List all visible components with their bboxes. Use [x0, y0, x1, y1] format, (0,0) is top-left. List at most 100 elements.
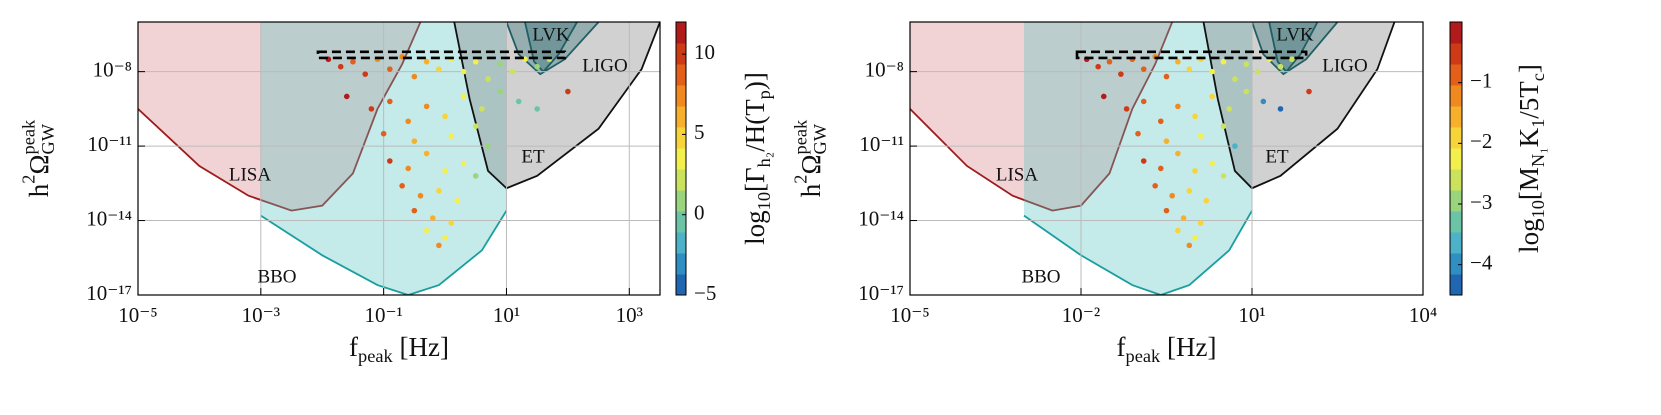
region-label: LVK — [532, 24, 570, 45]
sensitivity-region — [910, 22, 1173, 211]
colorbar-band — [1450, 253, 1462, 275]
data-point — [497, 61, 504, 67]
data-point — [1203, 197, 1210, 204]
colorbar-band — [1450, 85, 1462, 107]
data-point — [1306, 88, 1312, 95]
data-point — [497, 88, 504, 95]
colorbar-band — [676, 211, 686, 233]
sensitivity-region — [1203, 22, 1395, 189]
plot-frame — [137, 21, 661, 296]
data-point — [1260, 98, 1267, 105]
data-point — [423, 150, 430, 157]
data-point — [1140, 66, 1147, 72]
x-tick-label: 10⁻³ — [242, 303, 280, 327]
data-point — [368, 106, 375, 112]
colorbar-band — [676, 169, 686, 191]
label-part: peak — [791, 119, 811, 154]
data-point — [1175, 103, 1181, 110]
y-tick-label: 10⁻¹⁷ — [86, 281, 132, 305]
data-point — [436, 242, 442, 249]
label-part: log — [1514, 218, 1544, 253]
data-point — [1243, 88, 1250, 95]
data-point — [1118, 71, 1124, 77]
data-point — [1163, 73, 1170, 80]
sensitivity-curve — [505, 22, 600, 76]
label-part: 2 — [19, 175, 39, 184]
colorbar-band — [1450, 169, 1462, 191]
sensitivity-curve — [453, 22, 660, 190]
data-point — [337, 63, 344, 70]
colorbar-frame — [1449, 21, 1463, 296]
data-point — [436, 187, 442, 194]
x-tick-label: 10⁻⁵ — [118, 303, 157, 327]
data-point — [1140, 98, 1147, 105]
data-point — [1140, 158, 1147, 164]
sensitivity-curve — [260, 210, 508, 295]
colorbar-band — [1450, 190, 1462, 212]
data-point — [460, 68, 467, 75]
colorbar-band — [1450, 211, 1462, 233]
colorbar-band — [676, 43, 686, 65]
colorbar-tick-label: 10 — [694, 40, 715, 64]
data-point — [1152, 183, 1158, 189]
label-part: c — [1528, 73, 1548, 81]
y-tick-label: 10⁻¹⁷ — [858, 281, 904, 305]
sensitivity-curve — [1202, 22, 1396, 190]
data-point — [399, 183, 405, 189]
data-point — [1192, 235, 1198, 241]
colorbar-band — [676, 253, 686, 275]
sensitivity-region — [454, 22, 660, 189]
label-part: 10 — [754, 192, 774, 210]
colorbar-band — [676, 232, 686, 254]
data-point — [515, 98, 522, 105]
data-point — [1169, 192, 1175, 199]
colorbar-band — [1450, 148, 1462, 170]
y-tick-label: 10⁻¹⁴ — [86, 206, 132, 230]
data-point — [460, 93, 467, 100]
data-point — [534, 63, 540, 70]
plot-frame — [909, 21, 1424, 296]
data-point — [1220, 58, 1227, 65]
data-point — [1289, 56, 1295, 63]
label-part: h — [24, 183, 54, 197]
data-point — [1123, 106, 1130, 112]
colorbar-tick-label: −1 — [1470, 68, 1492, 92]
colorbar-tick-label: −5 — [694, 281, 716, 305]
data-point — [472, 123, 479, 130]
data-point — [387, 98, 393, 105]
data-point — [1163, 207, 1170, 214]
y-axis-label: h2ΩpeakGW — [19, 119, 58, 197]
label-part: peak — [19, 119, 39, 154]
data-point — [1157, 165, 1164, 172]
plot-area — [910, 22, 1423, 295]
data-point — [442, 235, 448, 241]
colorbar-band — [1450, 232, 1462, 254]
colorbar-band — [1450, 106, 1462, 128]
data-point — [1095, 63, 1101, 70]
data-point — [405, 165, 411, 172]
y-tick-label: 10⁻⁸ — [93, 57, 132, 81]
label-part: p — [754, 90, 774, 99]
x-tick-label: 10³ — [616, 303, 643, 327]
plot-area — [138, 22, 660, 295]
data-point — [436, 66, 442, 72]
label-part: Ω — [796, 154, 826, 174]
data-point — [442, 113, 448, 120]
data-point — [1209, 68, 1215, 75]
x-tick-label: 10¹ — [1238, 303, 1265, 327]
x-axis-label: fpeak [Hz] — [349, 332, 449, 366]
y-tick-label: 10⁻¹¹ — [87, 132, 132, 156]
y-tick-label: 10⁻⁸ — [865, 57, 904, 81]
label-part: [Γ — [740, 167, 770, 192]
colorbar-tick-label: −3 — [1470, 190, 1492, 214]
data-point — [1106, 58, 1113, 65]
data-point — [442, 168, 448, 174]
label-part: 1 — [1528, 119, 1548, 128]
data-point — [1163, 138, 1170, 144]
data-point — [1175, 227, 1181, 234]
region-label: LVK — [1276, 24, 1314, 45]
colorbar-label: log10[Γh₂/H(Tp)] — [740, 72, 774, 245]
data-point — [1192, 113, 1198, 120]
